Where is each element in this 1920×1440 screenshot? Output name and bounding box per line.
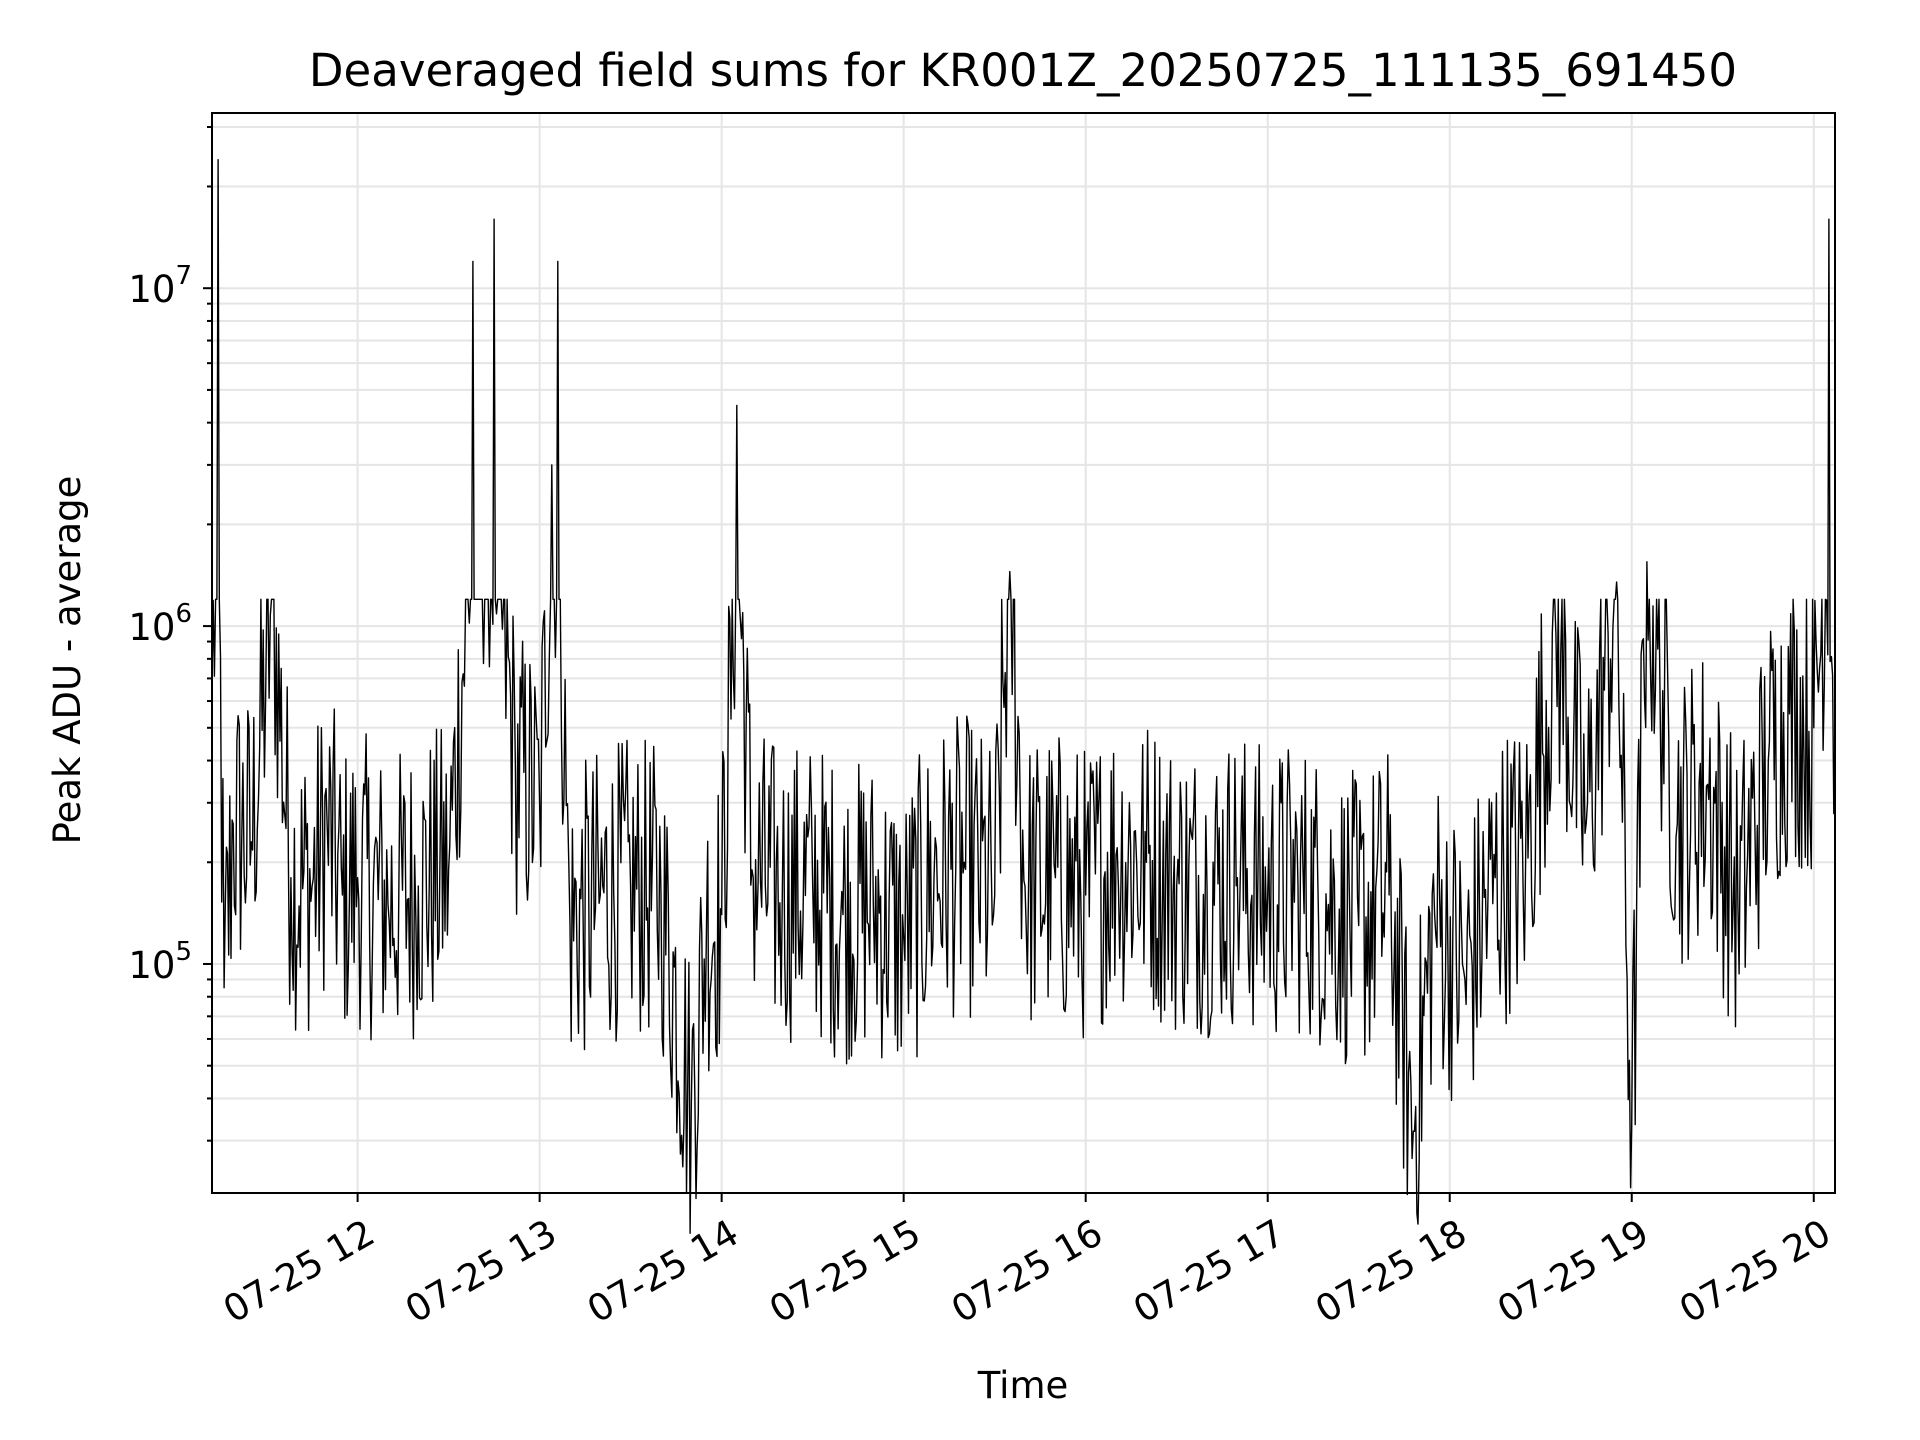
x-axis-label: Time bbox=[977, 1364, 1069, 1407]
y-tick-exponent: 6 bbox=[175, 599, 192, 629]
y-tick-base: 10 bbox=[128, 606, 175, 649]
series bbox=[211, 159, 1836, 1234]
y-tick-base: 10 bbox=[128, 944, 175, 987]
y-tick-label: 107 bbox=[128, 261, 192, 311]
series-line bbox=[211, 159, 1836, 1234]
plot-frame bbox=[211, 112, 1836, 1194]
y-tick-base: 10 bbox=[128, 268, 175, 311]
y-tick-exponent: 7 bbox=[175, 261, 192, 291]
y-axis-label: Peak ADU - average bbox=[46, 476, 89, 845]
y-tick-label: 105 bbox=[128, 937, 192, 987]
chart-title: Deaveraged field sums for KR001Z_2025072… bbox=[309, 44, 1737, 97]
y-tick-label: 106 bbox=[128, 599, 192, 649]
y-tick-exponent: 5 bbox=[175, 937, 192, 967]
